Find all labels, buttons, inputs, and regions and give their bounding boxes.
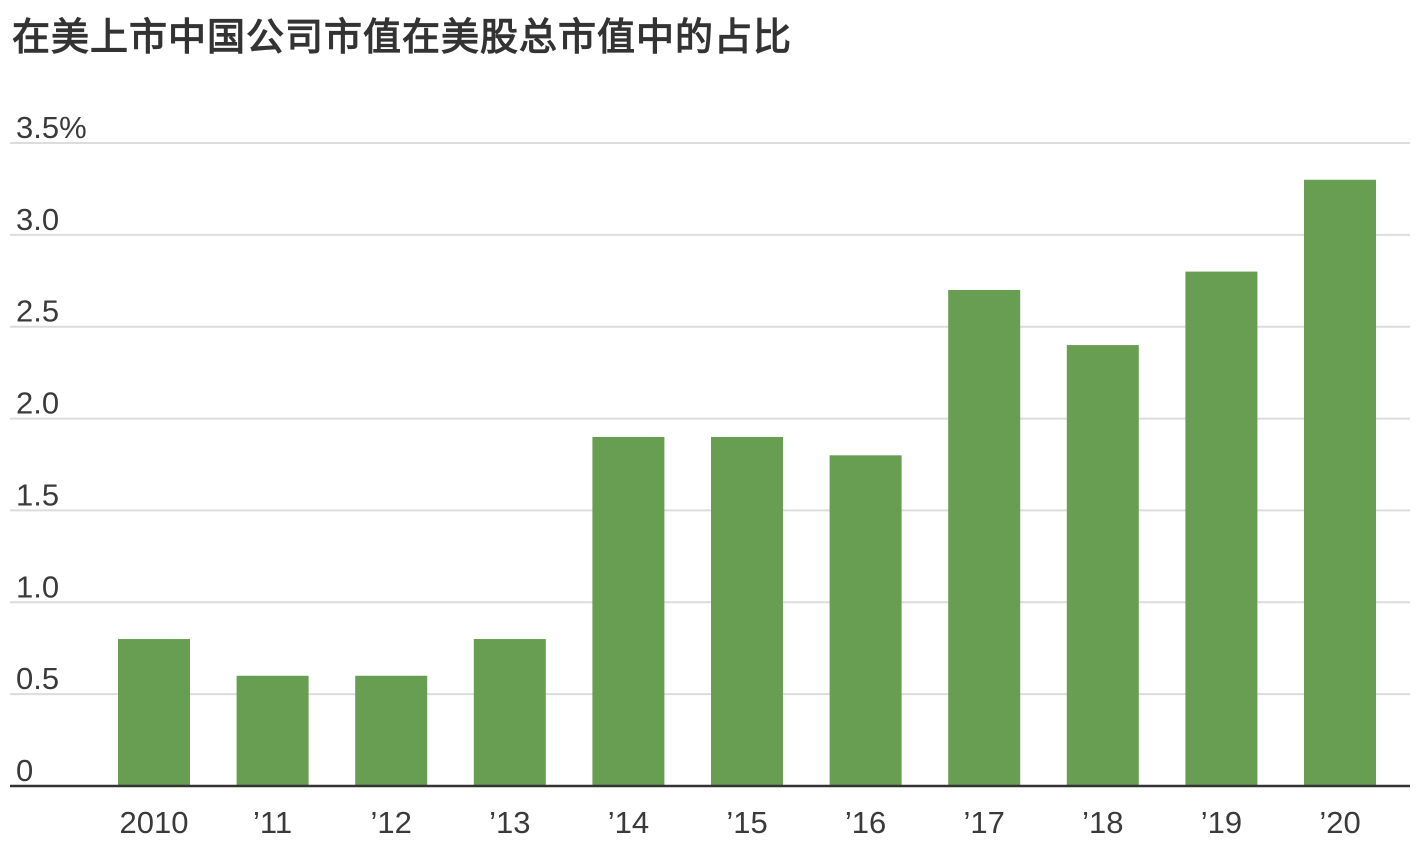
bar [1185, 271, 1258, 787]
x-tick-label: ’17 [964, 805, 1005, 840]
bar [948, 289, 1021, 786]
bar [1304, 179, 1376, 786]
y-tick-label: 2.0 [16, 386, 59, 421]
y-tick-label: 3.5% [16, 110, 87, 145]
bar [592, 436, 665, 786]
y-tick-label: 0.5 [16, 661, 59, 696]
x-tick-labels: 2010 ’11 ’12 ’13 ’14 ’15 ’16 ’17 ’18 ’19 ’20 [120, 805, 1361, 840]
y-tick-label: 2.5 [16, 294, 59, 329]
bars [118, 179, 1376, 787]
y-tick-labels: 0 0.5 1.0 1.5 2.0 2.5 3.0 3.5% [16, 110, 87, 788]
bar [829, 455, 902, 786]
y-tick-label: 1.5 [16, 477, 59, 512]
x-tick-label: ’12 [371, 805, 412, 840]
x-tick-label: ’16 [845, 805, 886, 840]
x-tick-label: ’15 [726, 805, 767, 840]
bar [711, 436, 783, 786]
x-tick-label: ’11 [253, 805, 292, 840]
x-tick-label: ’13 [489, 805, 530, 840]
x-tick-label: ’20 [1319, 805, 1360, 840]
bar [236, 675, 309, 786]
x-tick-label: 2010 [120, 805, 189, 840]
x-tick-label: ’19 [1201, 805, 1242, 840]
y-tick-label: 0 [16, 753, 33, 788]
x-tick-label: ’18 [1082, 805, 1123, 840]
y-tick-label: 1.0 [16, 569, 59, 604]
x-tick-label: ’14 [608, 805, 649, 840]
bar [1066, 345, 1139, 786]
bar [355, 675, 428, 786]
bar [118, 639, 190, 786]
y-tick-label: 3.0 [16, 202, 59, 237]
bar [473, 639, 546, 786]
chart-title: 在美上市中国公司市值在美股总市值中的占比 [12, 15, 793, 59]
